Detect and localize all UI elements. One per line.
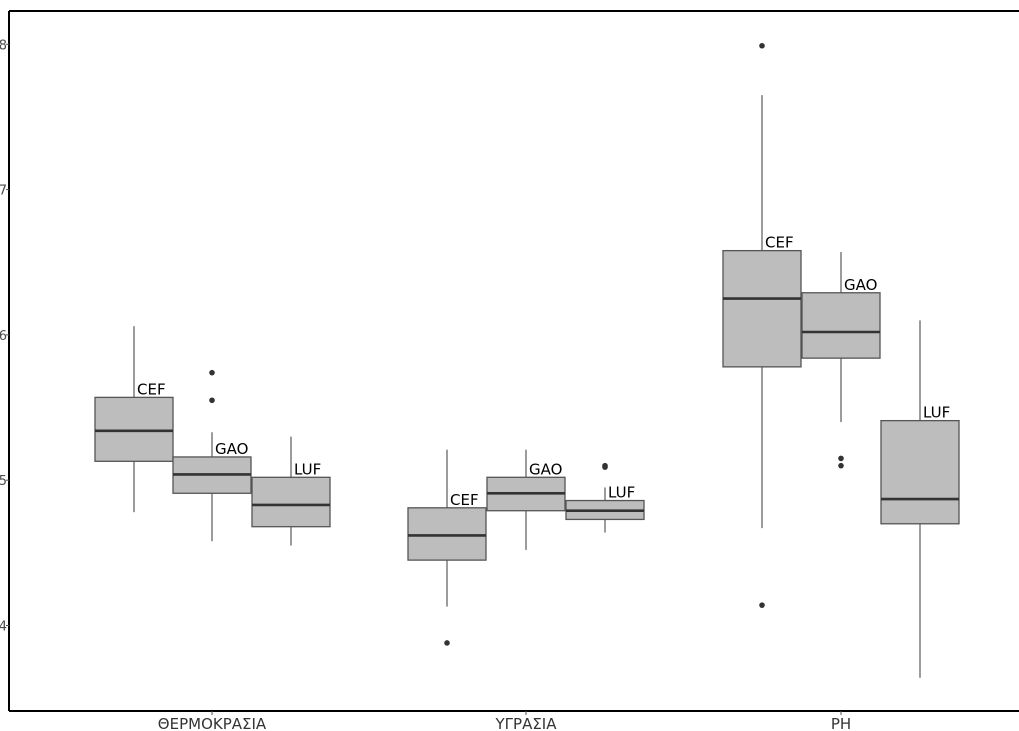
outlier-point: [838, 462, 844, 469]
outlier-point: [759, 602, 765, 608]
box-group-label: GAO: [529, 460, 562, 478]
box-ΘΕΡΜΟΚΡΑΣΙΑ-LUF: LUF: [251, 436, 331, 546]
outlier-point: [602, 462, 608, 469]
y-tick-label: 5: [0, 474, 7, 489]
outlier-point: [209, 369, 215, 376]
box-group-label: CEF: [765, 234, 794, 252]
box-iqr: [801, 292, 881, 359]
box-PH-GAO: GAO: [801, 252, 881, 469]
outlier-point: [759, 42, 765, 49]
box-ΥΓΡΑΣΙΑ-GAO: GAO: [486, 449, 566, 550]
box-iqr: [722, 249, 802, 368]
box-group-label: LUF: [923, 404, 950, 422]
y-tick-label: 8: [0, 38, 7, 53]
boxplot-group: CEF GAO LUF CEF GAO LUF CEF GAO LUF: [94, 42, 960, 678]
box-iqr: [407, 507, 487, 561]
x-tick-label: PH: [831, 715, 851, 731]
outlier-point: [209, 397, 215, 404]
box-group-label: LUF: [608, 484, 635, 502]
box-iqr: [251, 476, 331, 528]
box-iqr: [880, 419, 960, 525]
y-axis: 4 5 6 7 8: [0, 10, 1019, 711]
y-tick-label: 4: [0, 620, 7, 635]
outlier-point: [444, 640, 450, 646]
box-ΥΓΡΑΣΙΑ-CEF: CEF: [407, 449, 487, 646]
y-tick-label: 7: [0, 184, 7, 199]
box-ΥΓΡΑΣΙΑ-LUF: LUF: [565, 462, 645, 533]
x-tick-label: ΘΕΡΜΟΚΡΑΣΙΑ: [158, 715, 267, 731]
x-tick-label: ΥΓΡΑΣΙΑ: [495, 715, 558, 731]
box-iqr: [94, 396, 174, 462]
outlier-point: [838, 455, 844, 462]
box-group-label: CEF: [137, 380, 166, 398]
box-ΘΕΡΜΟΚΡΑΣΙΑ-CEF: CEF: [94, 326, 174, 513]
box-group-label: LUF: [294, 460, 321, 478]
box-PH-CEF: CEF: [722, 42, 802, 608]
box-group-label: GAO: [844, 276, 877, 294]
y-tick-label: 6: [0, 329, 7, 344]
x-axis: ΘΕΡΜΟΚΡΑΣΙΑ ΥΓΡΑΣΙΑ PH: [9, 710, 1019, 731]
box-group-label: CEF: [450, 491, 479, 509]
box-PH-LUF: LUF: [880, 320, 960, 678]
box-group-label: GAO: [215, 440, 248, 458]
box-ΘΕΡΜΟΚΡΑΣΙΑ-GAO: GAO: [172, 369, 252, 542]
